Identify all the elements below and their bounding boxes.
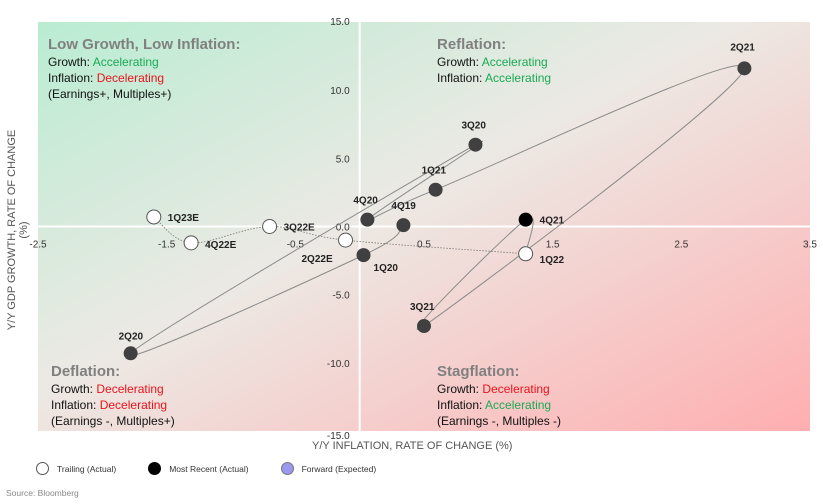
- point-4q22e: [183, 235, 199, 251]
- white-circle-icon: [36, 462, 49, 475]
- x-tick-label: 1.5: [546, 240, 560, 251]
- point-label: 1Q20: [374, 263, 399, 274]
- point-2q21: [737, 61, 752, 76]
- x-axis-label: Y/Y INFLATION, RATE OF CHANGE (%): [312, 440, 513, 452]
- growth-label: Growth:: [48, 55, 91, 69]
- point-label: 4Q20: [353, 196, 378, 207]
- point-label: 3Q22E: [284, 223, 315, 234]
- point-label: 3Q21: [410, 302, 435, 313]
- point-3q22e: [262, 219, 278, 234]
- point-4q21: [518, 212, 533, 227]
- quadrant-note: (Earnings -, Multiples -): [437, 414, 562, 428]
- inflation-value: Accelerating: [485, 71, 552, 85]
- legend-label: Most Recent (Actual): [169, 463, 249, 474]
- y-tick-label: 10.0: [330, 86, 350, 97]
- y-tick-label: -10.0: [327, 359, 350, 370]
- growth-label: Growth:: [437, 382, 480, 396]
- point-label: 3Q20: [461, 121, 486, 132]
- inflation-value: Accelerating: [485, 398, 552, 412]
- inflation-label: Inflation:: [437, 71, 483, 85]
- x-tick-label: -0.5: [287, 240, 305, 251]
- y-tick-label: 0.0: [336, 223, 350, 234]
- quadrant-stagflation: Stagflation: Growth: Decelerating Inflat…: [437, 363, 561, 429]
- forecast-path-line: [153, 216, 526, 255]
- point-2q22e: [338, 232, 354, 248]
- point-2q20: [123, 346, 138, 361]
- quadrant-title: Stagflation:: [437, 363, 520, 380]
- quadrant-title: Reflation:: [437, 36, 507, 53]
- black-circle-icon: [148, 462, 162, 475]
- growth-value: Accelerating: [92, 55, 159, 69]
- quadrant-title: Deflation:: [51, 363, 121, 380]
- point-label: 1Q21: [422, 166, 447, 177]
- growth-label: Growth:: [437, 55, 480, 69]
- purple-circle-icon: [280, 462, 294, 475]
- quadrant-deflation: Deflation: Growth: Decelerating Inflatio…: [51, 363, 175, 429]
- inflation-label: Inflation:: [437, 398, 483, 412]
- inflation-value: Decelerating: [99, 398, 168, 412]
- inflation-label: Inflation:: [51, 398, 97, 412]
- legend-item-forward: Forward (Expected): [280, 462, 377, 475]
- point-label: 4Q22E: [205, 240, 236, 251]
- point-3q21: [417, 319, 431, 334]
- actual-path-line: [129, 65, 745, 356]
- legend-label: Forward (Expected): [301, 463, 377, 474]
- point-4q20: [360, 212, 375, 227]
- point-3q20: [468, 137, 483, 152]
- point-label: 1Q23E: [168, 213, 199, 224]
- point-1q21: [428, 182, 443, 197]
- point-label: 4Q21: [540, 216, 565, 227]
- legend-label: Trailing (Actual): [57, 463, 117, 474]
- y-tick-label: -15.0: [327, 431, 350, 442]
- inflation-value: Decelerating: [96, 71, 165, 85]
- source-note: Source: Bloomberg: [6, 488, 79, 498]
- legend-item-most-recent: Most Recent (Actual): [148, 462, 249, 475]
- point-label: 4Q19: [391, 201, 416, 212]
- point-4q19: [396, 218, 411, 233]
- point-label: 2Q22E: [302, 254, 333, 265]
- x-tick-label: -1.5: [158, 240, 176, 251]
- x-tick-label: 0.5: [417, 240, 431, 251]
- y-tick-label: 15.0: [330, 17, 350, 28]
- point-label: 1Q22: [540, 255, 565, 266]
- legend-item-trailing: Trailing (Actual): [36, 462, 116, 475]
- growth-value: Accelerating: [481, 55, 548, 69]
- y-axis-label: Y/Y GDP GROWTH, RATE OF CHANGE (%): [6, 129, 30, 331]
- growth-value: Decelerating: [96, 382, 164, 396]
- y-tick-label: 5.0: [336, 154, 350, 165]
- growth-label: Growth:: [51, 382, 94, 396]
- x-tick-label: 3.5: [803, 240, 817, 251]
- x-tick-label: 2.5: [674, 240, 688, 251]
- quadrant-low-growth-low-inflation: Low Growth, Low Inflation: Growth: Accel…: [48, 36, 240, 102]
- quadrant-note: (Earnings -, Multiples+): [51, 414, 175, 428]
- quadrant-reflation: Reflation: Growth: Accelerating Inflatio…: [437, 36, 551, 86]
- point-label: 2Q21: [730, 42, 755, 53]
- x-tick-label: -2.5: [29, 240, 47, 251]
- growth-value: Decelerating: [482, 382, 550, 396]
- quadrant-note: (Earnings+, Multiples+): [48, 87, 172, 101]
- quadrant-title: Low Growth, Low Inflation:: [48, 36, 241, 53]
- inflation-label: Inflation:: [48, 71, 94, 85]
- legend: Trailing (Actual) Most Recent (Actual) F…: [36, 462, 376, 475]
- y-tick-label: -5.0: [332, 291, 350, 302]
- point-1q20: [356, 248, 371, 263]
- point-1q22: [518, 246, 534, 262]
- point-1q23e: [146, 209, 162, 225]
- point-label: 2Q20: [119, 331, 144, 342]
